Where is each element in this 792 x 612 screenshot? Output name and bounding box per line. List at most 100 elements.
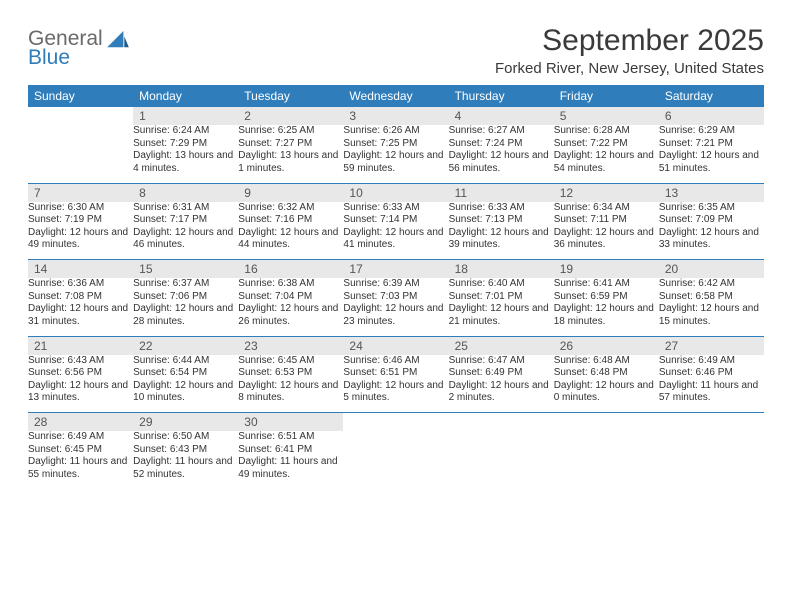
brand-logo: General Blue — [28, 24, 129, 68]
sunset-text: Sunset: 6:51 PM — [343, 367, 448, 380]
location: Forked River, New Jersey, United States — [495, 60, 764, 77]
sunset-text: Sunset: 7:13 PM — [449, 214, 554, 227]
daylight-text: Daylight: 12 hours and 54 minutes. — [554, 150, 659, 175]
day-number — [449, 413, 554, 432]
sunrise-text: Sunrise: 6:34 AM — [554, 202, 659, 215]
sunset-text: Sunset: 7:06 PM — [133, 291, 238, 304]
daylight-text: Daylight: 11 hours and 57 minutes. — [659, 380, 764, 405]
day-number — [659, 413, 764, 432]
day-cell: Sunrise: 6:49 AMSunset: 6:45 PMDaylight:… — [28, 431, 133, 489]
daylight-text: Daylight: 13 hours and 4 minutes. — [133, 150, 238, 175]
day-number: 7 — [28, 183, 133, 202]
day-number: 8 — [133, 183, 238, 202]
day-cell: Sunrise: 6:27 AMSunset: 7:24 PMDaylight:… — [449, 125, 554, 183]
day-cell: Sunrise: 6:49 AMSunset: 6:46 PMDaylight:… — [659, 355, 764, 413]
dayname-wed: Wednesday — [343, 85, 448, 107]
week-row: Sunrise: 6:24 AMSunset: 7:29 PMDaylight:… — [28, 125, 764, 183]
sunrise-text: Sunrise: 6:33 AM — [343, 202, 448, 215]
daylight-text: Daylight: 12 hours and 51 minutes. — [659, 150, 764, 175]
day-cell — [28, 125, 133, 183]
daylight-text: Daylight: 12 hours and 26 minutes. — [238, 303, 343, 328]
calendar-body: 123456Sunrise: 6:24 AMSunset: 7:29 PMDay… — [28, 107, 764, 489]
sunrise-text: Sunrise: 6:39 AM — [343, 278, 448, 291]
sunrise-text: Sunrise: 6:35 AM — [659, 202, 764, 215]
dayname-mon: Monday — [133, 85, 238, 107]
daylight-text: Daylight: 12 hours and 41 minutes. — [343, 227, 448, 252]
sunset-text: Sunset: 7:29 PM — [133, 138, 238, 151]
day-number: 1 — [133, 107, 238, 125]
sunset-text: Sunset: 6:45 PM — [28, 444, 133, 457]
day-cell: Sunrise: 6:31 AMSunset: 7:17 PMDaylight:… — [133, 202, 238, 260]
daylight-text: Daylight: 12 hours and 21 minutes. — [449, 303, 554, 328]
sunset-text: Sunset: 7:14 PM — [343, 214, 448, 227]
calendar-table: Sunday Monday Tuesday Wednesday Thursday… — [28, 85, 764, 489]
sunset-text: Sunset: 6:58 PM — [659, 291, 764, 304]
sunset-text: Sunset: 6:59 PM — [554, 291, 659, 304]
day-cell: Sunrise: 6:33 AMSunset: 7:14 PMDaylight:… — [343, 202, 448, 260]
day-cell: Sunrise: 6:29 AMSunset: 7:21 PMDaylight:… — [659, 125, 764, 183]
sunrise-text: Sunrise: 6:51 AM — [238, 431, 343, 444]
sunrise-text: Sunrise: 6:32 AM — [238, 202, 343, 215]
day-number: 22 — [133, 336, 238, 355]
dayname-tue: Tuesday — [238, 85, 343, 107]
sunset-text: Sunset: 6:48 PM — [554, 367, 659, 380]
daylight-text: Daylight: 11 hours and 52 minutes. — [133, 456, 238, 481]
daylight-text: Daylight: 12 hours and 39 minutes. — [449, 227, 554, 252]
daylight-text: Daylight: 12 hours and 44 minutes. — [238, 227, 343, 252]
daylight-text: Daylight: 12 hours and 36 minutes. — [554, 227, 659, 252]
day-cell: Sunrise: 6:40 AMSunset: 7:01 PMDaylight:… — [449, 278, 554, 336]
sunset-text: Sunset: 7:25 PM — [343, 138, 448, 151]
day-cell: Sunrise: 6:47 AMSunset: 6:49 PMDaylight:… — [449, 355, 554, 413]
sunset-text: Sunset: 7:24 PM — [449, 138, 554, 151]
sail-icon — [107, 31, 129, 49]
sunrise-text: Sunrise: 6:29 AM — [659, 125, 764, 138]
day-number: 27 — [659, 336, 764, 355]
day-number: 12 — [554, 183, 659, 202]
day-cell: Sunrise: 6:33 AMSunset: 7:13 PMDaylight:… — [449, 202, 554, 260]
day-cell — [343, 431, 448, 489]
daylight-text: Daylight: 12 hours and 49 minutes. — [28, 227, 133, 252]
sunset-text: Sunset: 6:56 PM — [28, 367, 133, 380]
sunrise-text: Sunrise: 6:45 AM — [238, 355, 343, 368]
sunset-text: Sunset: 7:03 PM — [343, 291, 448, 304]
day-cell: Sunrise: 6:50 AMSunset: 6:43 PMDaylight:… — [133, 431, 238, 489]
sunrise-text: Sunrise: 6:24 AM — [133, 125, 238, 138]
daylight-text: Daylight: 12 hours and 0 minutes. — [554, 380, 659, 405]
daylight-text: Daylight: 12 hours and 15 minutes. — [659, 303, 764, 328]
daylight-text: Daylight: 12 hours and 8 minutes. — [238, 380, 343, 405]
day-header-row: Sunday Monday Tuesday Wednesday Thursday… — [28, 85, 764, 107]
dayname-thu: Thursday — [449, 85, 554, 107]
day-cell: Sunrise: 6:39 AMSunset: 7:03 PMDaylight:… — [343, 278, 448, 336]
sunrise-text: Sunrise: 6:31 AM — [133, 202, 238, 215]
day-cell: Sunrise: 6:37 AMSunset: 7:06 PMDaylight:… — [133, 278, 238, 336]
daylight-text: Daylight: 12 hours and 23 minutes. — [343, 303, 448, 328]
daylight-text: Daylight: 12 hours and 33 minutes. — [659, 227, 764, 252]
day-number: 14 — [28, 260, 133, 279]
sunrise-text: Sunrise: 6:30 AM — [28, 202, 133, 215]
daynum-row: 14151617181920 — [28, 260, 764, 279]
sunrise-text: Sunrise: 6:38 AM — [238, 278, 343, 291]
daynum-row: 21222324252627 — [28, 336, 764, 355]
daylight-text: Daylight: 12 hours and 31 minutes. — [28, 303, 133, 328]
daylight-text: Daylight: 11 hours and 49 minutes. — [238, 456, 343, 481]
day-number — [343, 413, 448, 432]
sunrise-text: Sunrise: 6:33 AM — [449, 202, 554, 215]
daylight-text: Daylight: 12 hours and 13 minutes. — [28, 380, 133, 405]
sunset-text: Sunset: 7:19 PM — [28, 214, 133, 227]
day-number: 29 — [133, 413, 238, 432]
day-cell: Sunrise: 6:28 AMSunset: 7:22 PMDaylight:… — [554, 125, 659, 183]
daylight-text: Daylight: 12 hours and 56 minutes. — [449, 150, 554, 175]
daylight-text: Daylight: 12 hours and 18 minutes. — [554, 303, 659, 328]
sunset-text: Sunset: 7:21 PM — [659, 138, 764, 151]
day-cell: Sunrise: 6:48 AMSunset: 6:48 PMDaylight:… — [554, 355, 659, 413]
brand-text: General Blue — [28, 28, 103, 68]
sunrise-text: Sunrise: 6:43 AM — [28, 355, 133, 368]
day-number: 4 — [449, 107, 554, 125]
sunrise-text: Sunrise: 6:48 AM — [554, 355, 659, 368]
daylight-text: Daylight: 13 hours and 1 minutes. — [238, 150, 343, 175]
day-cell — [449, 431, 554, 489]
sunrise-text: Sunrise: 6:47 AM — [449, 355, 554, 368]
daylight-text: Daylight: 12 hours and 46 minutes. — [133, 227, 238, 252]
day-cell: Sunrise: 6:30 AMSunset: 7:19 PMDaylight:… — [28, 202, 133, 260]
sunrise-text: Sunrise: 6:42 AM — [659, 278, 764, 291]
